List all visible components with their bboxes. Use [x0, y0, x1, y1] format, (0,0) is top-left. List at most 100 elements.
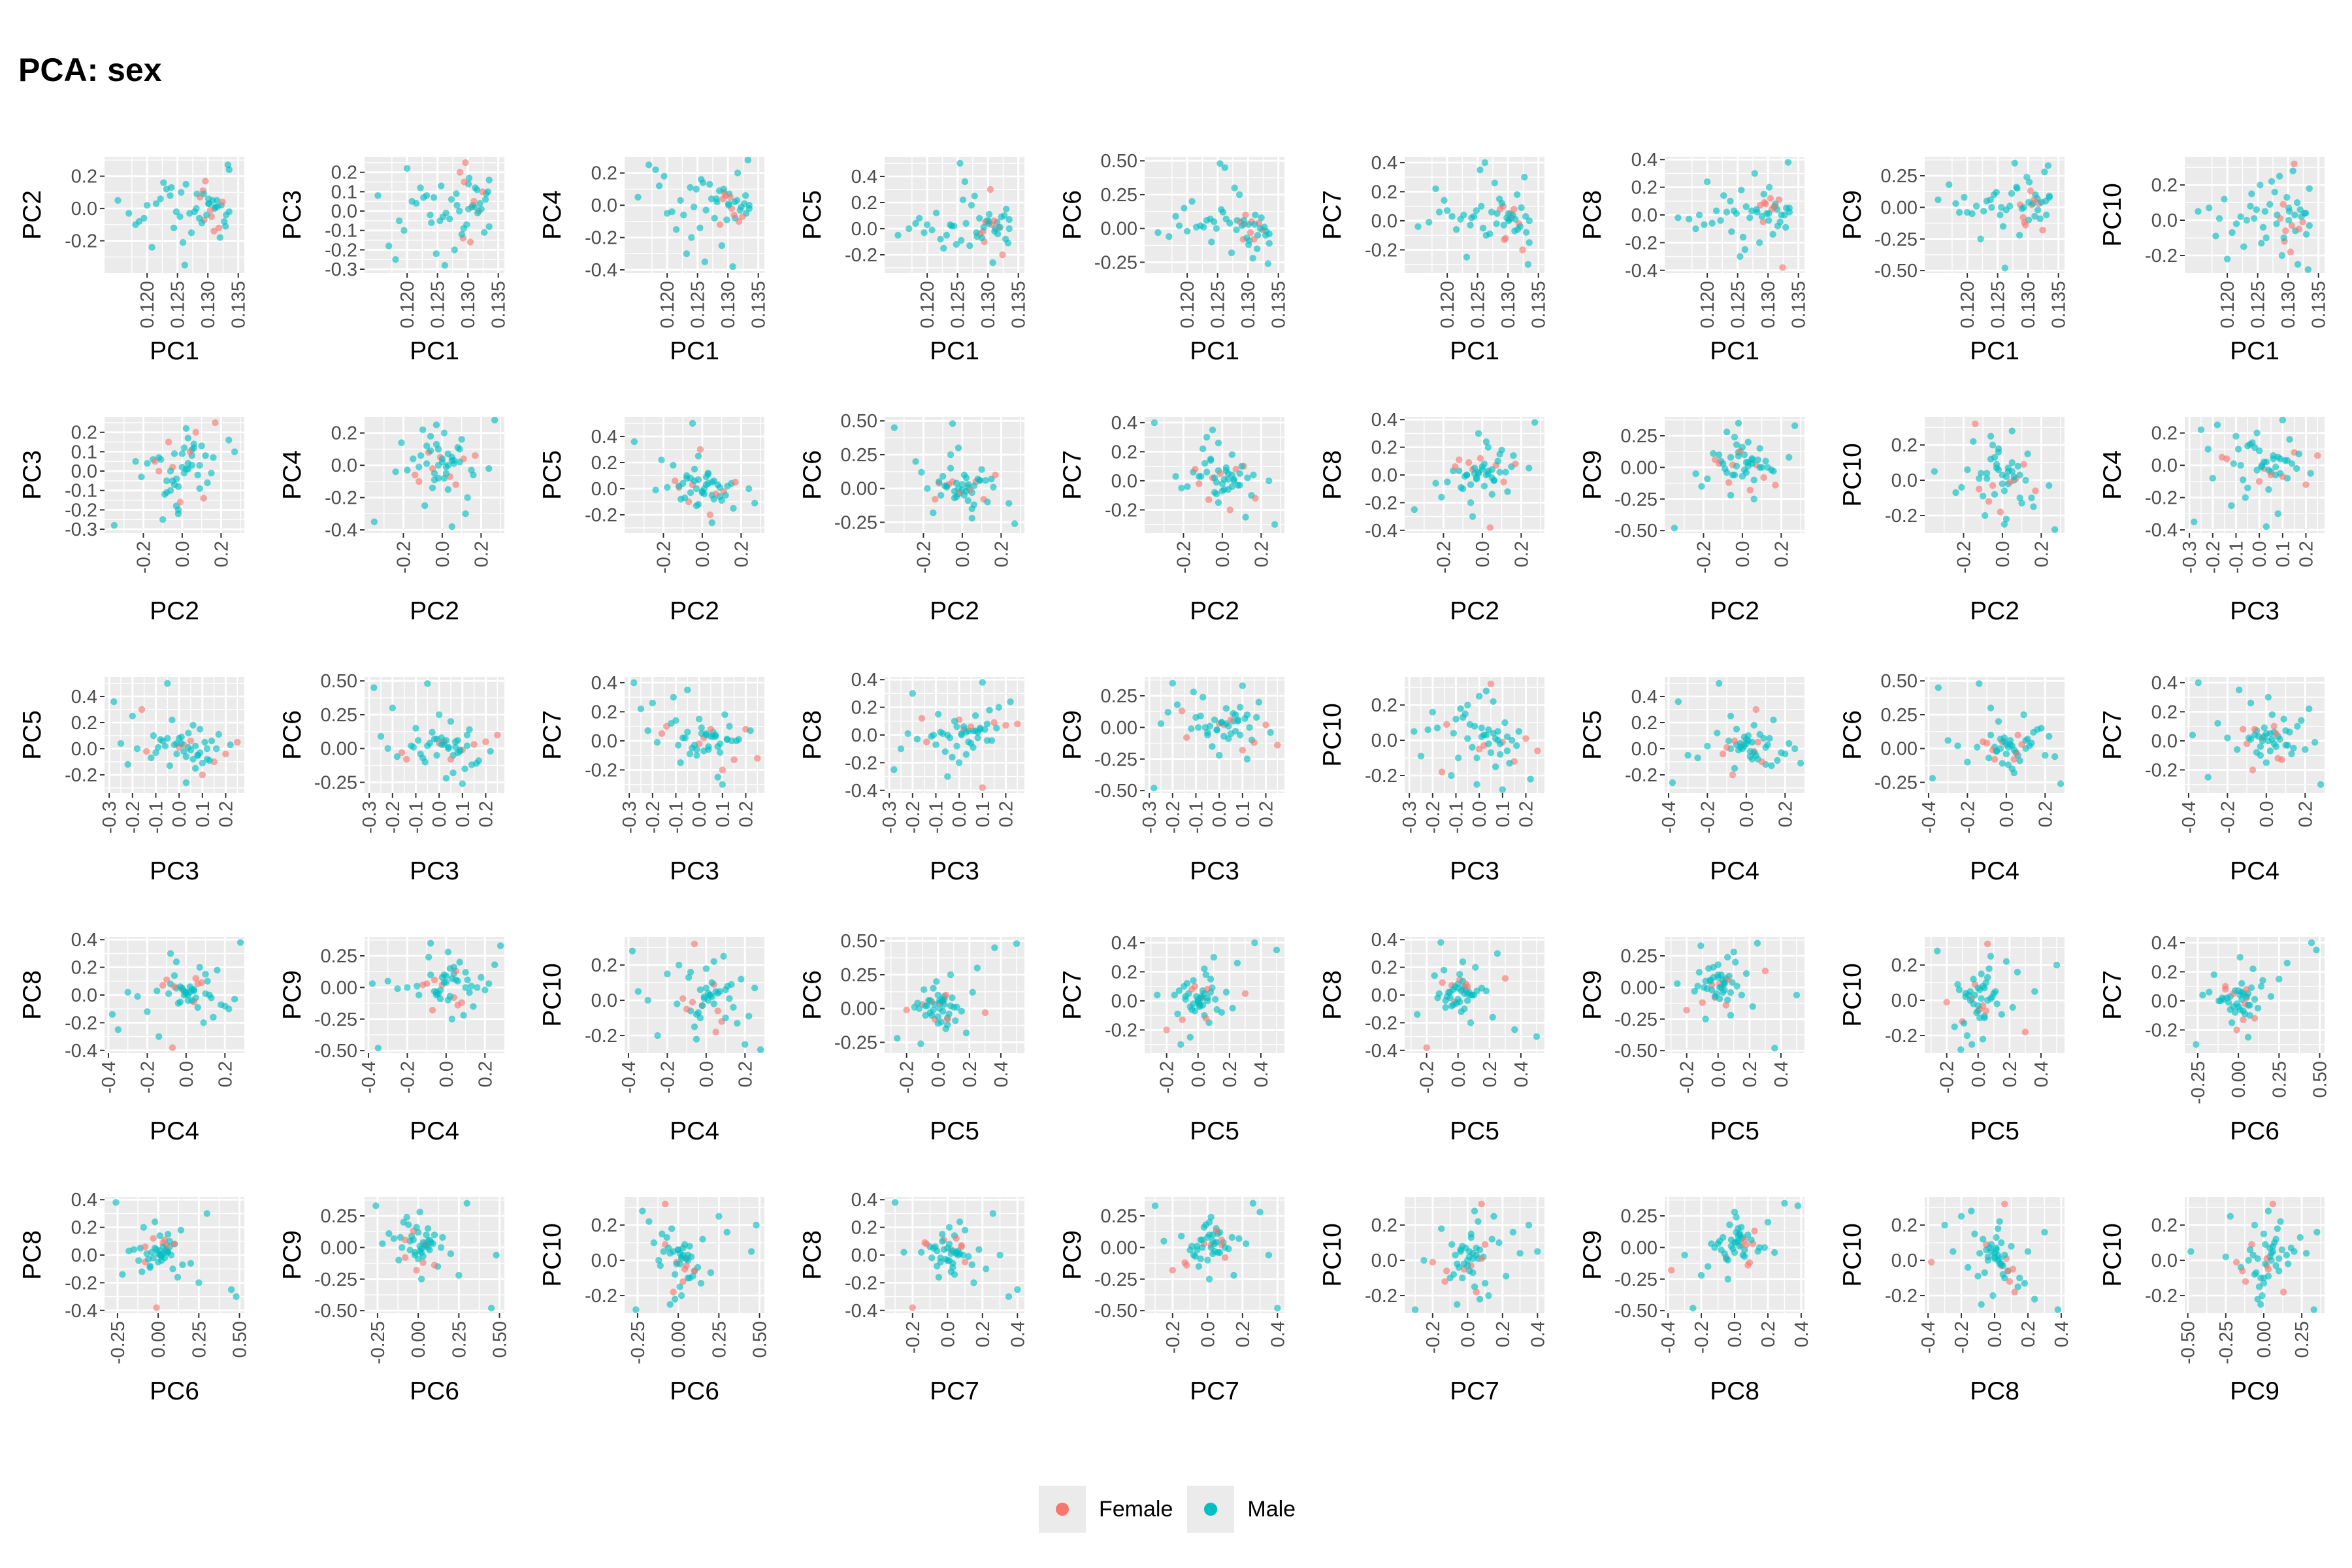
point-male [1467, 1233, 1475, 1241]
point-male [1669, 779, 1676, 787]
point-male [720, 186, 727, 193]
point-male [718, 497, 725, 504]
point-male [968, 505, 975, 512]
point-female [2267, 471, 2275, 479]
point-male [178, 463, 186, 471]
point-male [1261, 223, 1268, 231]
point-male [1441, 197, 1448, 204]
point-male [2053, 961, 2061, 969]
point-male [690, 203, 698, 210]
x-tick-label: -0.2 [1677, 1061, 1698, 1094]
x-tick-label: 0.50 [2310, 1061, 2331, 1098]
x-tick-label: -0.50 [2178, 1321, 2199, 1364]
y-tick-label: -0.2 [1625, 765, 1658, 786]
y-axis-title: PC5 [18, 710, 46, 760]
x-tick-label: -0.2 [133, 541, 154, 574]
point-male [433, 421, 440, 429]
x-tick-label: 0.0 [2249, 541, 2270, 567]
point-male [2280, 234, 2287, 242]
point-female [706, 511, 713, 519]
point-male [429, 484, 436, 491]
point-male [939, 730, 947, 738]
point-male [1997, 1260, 2005, 1267]
point-male [1996, 1218, 2003, 1225]
point-female [979, 784, 987, 791]
point-female [1478, 1255, 1485, 1262]
point-male [2250, 215, 2258, 222]
point-male [2237, 213, 2244, 220]
point-male [1515, 728, 1522, 735]
point-male [1267, 728, 1274, 736]
point-male [1210, 953, 1217, 961]
point-male [163, 477, 171, 485]
point-male [2042, 751, 2049, 759]
point-male [663, 1233, 670, 1241]
point-male [1005, 216, 1013, 223]
x-tick-label: -0.2 [1953, 541, 1974, 574]
x-tick-label: 0.1 [453, 801, 474, 827]
x-tick-label: 0.125 [1208, 281, 1229, 329]
point-male [702, 206, 710, 214]
point-male [637, 705, 645, 713]
point-male [394, 985, 401, 992]
y-tick-label: 0.2 [591, 955, 617, 976]
point-male [1476, 1296, 1484, 1303]
point-female [169, 1044, 176, 1051]
y-tick-label: 0.4 [591, 427, 617, 448]
point-male [1972, 203, 1980, 210]
point-male [2251, 1221, 2259, 1229]
y-axis-title: PC8 [798, 710, 826, 760]
point-male [210, 454, 217, 461]
y-tick-label: 0.25 [841, 965, 877, 986]
y-tick-label: 0.0 [331, 455, 357, 476]
y-tick-label: 0.0 [71, 461, 97, 482]
point-male [1971, 991, 1979, 999]
point-male [160, 179, 167, 186]
point-male [1784, 159, 1792, 166]
x-tick-label: -0.2 [137, 1061, 158, 1094]
point-male [2240, 243, 2247, 250]
y-tick-label: 0.4 [1111, 933, 1137, 954]
point-male [210, 1013, 217, 1021]
point-male [1981, 1269, 1988, 1277]
point-male [1958, 483, 1965, 491]
point-male [1717, 217, 1724, 224]
x-tick-label: 0.120 [2217, 281, 2238, 329]
point-female [1927, 1258, 1935, 1266]
point-male [699, 1235, 706, 1243]
point-male [1239, 682, 1247, 689]
point-male [2197, 426, 2205, 433]
point-female [1438, 768, 1446, 776]
y-tick-label: 0.0 [591, 195, 617, 216]
point-male [1983, 470, 1991, 477]
point-male [924, 485, 931, 492]
point-female [187, 737, 195, 745]
point-male [1201, 965, 1208, 973]
x-tick-label: 0.125 [1988, 281, 2009, 329]
point-male [951, 1271, 958, 1278]
point-male [438, 741, 445, 748]
point-male [1513, 742, 1520, 749]
point-female [402, 1254, 409, 1262]
point-male [221, 218, 228, 225]
point-female [2249, 766, 2257, 774]
point-male [190, 986, 197, 993]
y-tick-label: 0.0 [851, 1245, 877, 1266]
point-male [947, 971, 955, 979]
y-axis-title: PC6 [798, 450, 826, 500]
point-male [444, 461, 452, 469]
point-female [1751, 1228, 1758, 1235]
x-tick-label: 0.2 [475, 1061, 496, 1087]
point-male [1769, 231, 1776, 238]
point-male [2308, 939, 2315, 947]
point-male [1999, 480, 2006, 487]
point-male [195, 214, 203, 222]
x-axis-title: PC1 [1450, 337, 1499, 365]
point-male [2238, 980, 2246, 987]
x-axis-title: PC3 [1450, 857, 1499, 885]
point-male [159, 516, 167, 523]
point-male [1204, 731, 1211, 739]
point-male [1963, 208, 1971, 216]
point-male [2260, 1230, 2268, 1237]
point-female [1502, 235, 1509, 242]
